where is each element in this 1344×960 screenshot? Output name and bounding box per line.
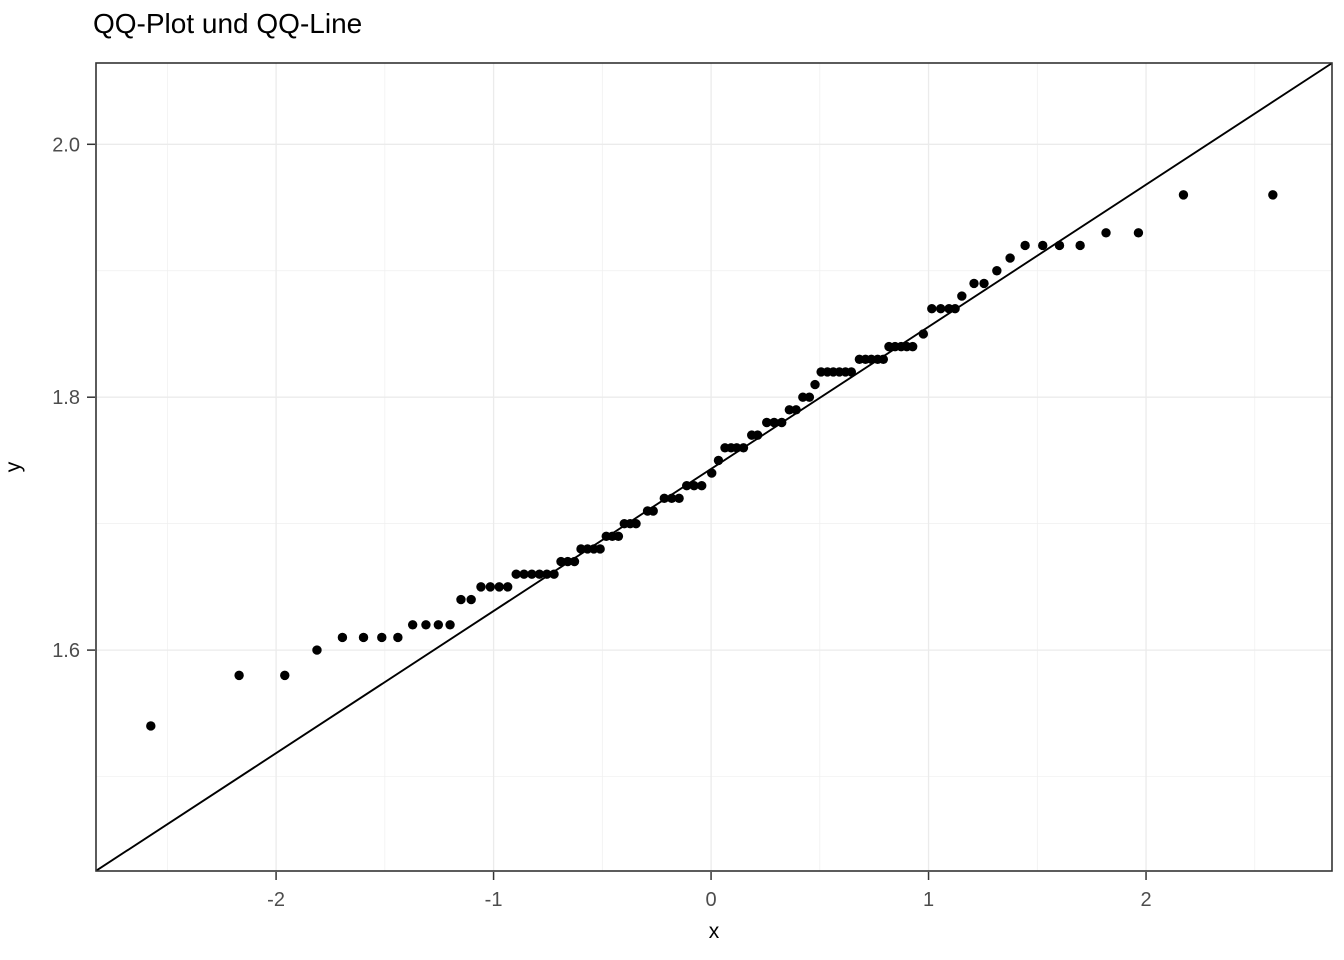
- qq-point: [810, 379, 820, 390]
- qq-point: [631, 518, 641, 529]
- qq-point: [738, 443, 749, 453]
- x-tick-label: 1: [923, 889, 934, 911]
- plot-title: QQ-Plot und QQ-Line: [93, 8, 363, 39]
- qq-point: [527, 569, 537, 579]
- x-tick-label: 0: [706, 889, 717, 911]
- qq-point: [752, 430, 763, 440]
- qq-point: [659, 493, 670, 504]
- qq-point: [798, 392, 808, 402]
- qq-point: [337, 632, 348, 643]
- qq-point: [445, 620, 455, 630]
- qq-point: [707, 468, 717, 478]
- x-axis-title: x: [708, 920, 720, 943]
- qq-point: [674, 493, 684, 504]
- y-tick-label: 2.0: [52, 134, 80, 156]
- qq-point: [576, 544, 586, 554]
- qq-point: [1178, 190, 1189, 200]
- qq-point: [358, 632, 369, 643]
- qq-point: [769, 417, 779, 428]
- qq-point: [791, 405, 801, 415]
- qq-point: [878, 354, 889, 364]
- qq-point: [494, 582, 504, 592]
- qq-point: [569, 556, 580, 567]
- qq-point: [697, 481, 707, 491]
- qq-line: [95, 62, 1333, 872]
- qq-point: [950, 303, 960, 314]
- x-tick-label: -2: [267, 889, 285, 911]
- qq-point: [613, 531, 624, 541]
- qq-point: [1075, 240, 1085, 251]
- qq-point: [280, 670, 290, 681]
- qq-point: [927, 303, 937, 314]
- panel-border: [95, 62, 1333, 872]
- qq-point: [595, 544, 605, 554]
- qq-point: [393, 632, 403, 643]
- qq-point: [1005, 253, 1015, 263]
- qq-point: [689, 481, 699, 491]
- y-tick-label: 1.6: [52, 640, 80, 662]
- qq-point: [511, 569, 521, 579]
- y-axis-title: y: [2, 461, 25, 473]
- qq-point: [485, 582, 496, 592]
- qq-point: [682, 481, 692, 491]
- qq-point: [421, 620, 431, 630]
- qq-point: [907, 341, 918, 352]
- qq-point: [563, 556, 573, 567]
- qq-point: [466, 594, 476, 605]
- qq-point: [456, 594, 466, 605]
- qq-point: [234, 670, 244, 681]
- qq-point: [534, 569, 545, 579]
- qq-point: [433, 620, 444, 630]
- qq-point: [979, 278, 989, 289]
- qq-point: [542, 569, 552, 579]
- qq-point: [969, 278, 979, 289]
- qq-point: [992, 266, 1002, 276]
- x-tick-label: -1: [485, 889, 503, 911]
- qq-point: [713, 455, 724, 466]
- qq-point: [784, 405, 795, 415]
- qq-point: [777, 417, 787, 428]
- y-tick-label: 1.8: [52, 387, 80, 409]
- qq-point: [519, 569, 529, 579]
- qq-point: [556, 556, 566, 567]
- qq-point: [666, 493, 677, 504]
- qq-point: [476, 582, 486, 592]
- x-tick-label: 2: [1140, 889, 1151, 911]
- qq-point: [1054, 240, 1065, 251]
- qq-point: [312, 645, 322, 655]
- qq-point: [1268, 190, 1278, 200]
- qq-point: [1133, 228, 1144, 238]
- qq-point: [503, 582, 513, 592]
- qq-point: [762, 417, 772, 428]
- qq-point: [936, 303, 946, 314]
- qq-point: [146, 721, 156, 731]
- qq-point: [648, 506, 658, 516]
- qq-point: [846, 367, 857, 377]
- qq-point: [732, 443, 742, 453]
- qq-point: [918, 329, 929, 339]
- qq-point: [1038, 240, 1048, 251]
- qq-point: [549, 569, 559, 579]
- qq-point: [1101, 228, 1111, 238]
- qq-point: [407, 620, 418, 630]
- qq-point: [377, 632, 387, 643]
- qq-point: [804, 392, 815, 402]
- qq-point: [1020, 240, 1030, 251]
- qq-point: [957, 291, 967, 301]
